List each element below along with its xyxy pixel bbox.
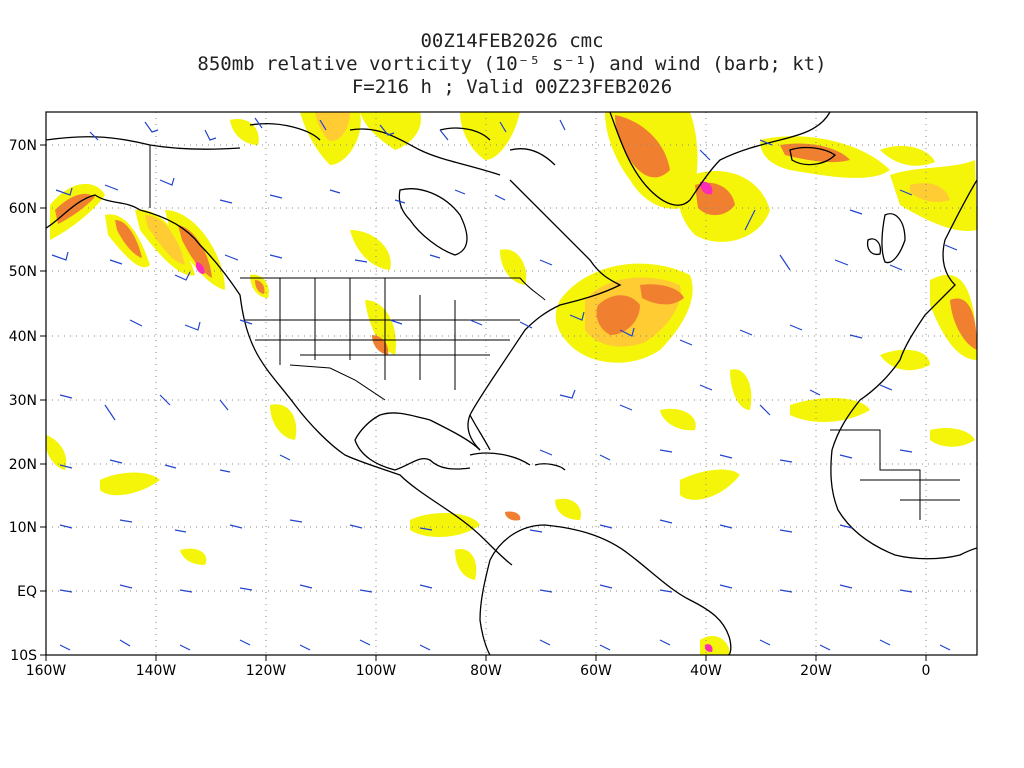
lon-label: 160W (26, 663, 67, 679)
coast-north-america (46, 194, 513, 566)
coastlines (46, 112, 977, 655)
lat-labels: 70N 60N 50N 40N 30N 20N 10N EQ 10S (9, 138, 37, 664)
coast-africa (830, 359, 977, 560)
vort-region (930, 428, 975, 447)
coast-europe (899, 179, 977, 361)
border-states (245, 278, 520, 390)
vort-region (950, 298, 977, 350)
vort-region (55, 193, 95, 224)
wind-barb (55, 177, 506, 204)
coast-greenland (609, 112, 831, 206)
vort-region (46, 435, 67, 470)
vort-region (596, 295, 640, 335)
wind-barb (59, 449, 913, 473)
lat-label: 30N (9, 393, 37, 409)
wind-barb (59, 639, 951, 651)
lat-lon-grid (46, 112, 977, 655)
vort-region (640, 284, 684, 305)
coast-iceland (789, 146, 837, 166)
vort-region (615, 115, 670, 178)
vort-region (680, 469, 740, 500)
title-line-1: 00Z14FEB2026 cmc (420, 30, 604, 52)
border-us-mexico (289, 364, 386, 401)
lon-label: 140W (136, 663, 177, 679)
vort-region (315, 112, 350, 141)
vort-region (730, 369, 752, 410)
vort-region (255, 280, 265, 294)
vort-region (500, 249, 527, 285)
lat-label: 40N (9, 329, 37, 345)
coast-ireland (866, 238, 882, 256)
lon-label: 20W (800, 663, 832, 679)
vort-region (180, 548, 207, 565)
vort-region (700, 635, 730, 655)
lon-label: 120W (246, 663, 287, 679)
lon-label: 80W (470, 663, 502, 679)
vort-region (660, 408, 696, 431)
wind-barbs (51, 117, 958, 651)
lat-label: 10S (10, 648, 37, 664)
lon-label: 0 (922, 663, 931, 679)
lat-label: 60N (9, 201, 37, 217)
border-us-canada (149, 145, 546, 301)
vort-region (410, 513, 480, 537)
coast-arctic (249, 123, 556, 176)
vort-region (100, 472, 160, 496)
vort-region (270, 404, 297, 440)
lon-label: 100W (356, 663, 397, 679)
wind-barb (699, 139, 958, 271)
coast-alaska-north (46, 136, 241, 150)
coast-hudson-bay (398, 188, 468, 256)
lon-label: 60W (580, 663, 612, 679)
vort-region (790, 398, 870, 422)
plot-frame (45, 111, 978, 656)
axis-ticks (40, 144, 927, 661)
wind-barb (59, 584, 913, 593)
lat-label: 50N (9, 264, 37, 280)
coast-cuba (469, 452, 531, 466)
coast-east-canada (467, 179, 622, 451)
wind-barb (59, 384, 893, 421)
coast-british-isles (881, 213, 906, 264)
lon-label: 40W (690, 663, 722, 679)
lat-label: 20N (9, 457, 37, 473)
vort-region (700, 181, 713, 195)
political-boundaries (149, 145, 960, 520)
vort-region (115, 220, 142, 258)
border-africa (830, 429, 960, 520)
vort-region (178, 225, 212, 278)
vort-region (145, 215, 185, 265)
lat-label: 70N (9, 138, 37, 154)
vort-region (455, 549, 477, 580)
wind-barb (89, 117, 566, 141)
vort-region (360, 112, 421, 150)
vort-region (230, 119, 259, 145)
vort-region (880, 145, 935, 166)
lat-label: 10N (9, 520, 37, 536)
vort-region (555, 498, 581, 520)
vorticity-shading (46, 112, 977, 655)
wind-barb (59, 519, 853, 533)
coast-florida (469, 414, 491, 451)
vort-region (704, 644, 713, 652)
vort-region (350, 230, 391, 270)
lon-labels: 160W 140W 120W 100W 80W 60W 40W 20W 0 (26, 663, 931, 679)
title-line-3: F=216 h ; Valid 00Z23FEB2026 (351, 76, 673, 98)
wind-barb (129, 311, 863, 346)
title-block: 00Z14FEB2026 cmc 850mb relative vorticit… (0, 30, 1024, 99)
vort-region (365, 300, 396, 355)
vort-region (460, 112, 520, 160)
vort-region (880, 349, 930, 371)
coast-south-america (479, 524, 732, 655)
coast-hispaniola (534, 463, 566, 471)
vort-region (505, 511, 521, 521)
vort-region (910, 183, 950, 203)
wind-barb (51, 251, 553, 281)
lat-label: EQ (17, 584, 37, 600)
title-line-2: 850mb relative vorticity (10⁻⁵ s⁻¹) and … (197, 53, 827, 75)
coast-gulf (354, 412, 481, 471)
